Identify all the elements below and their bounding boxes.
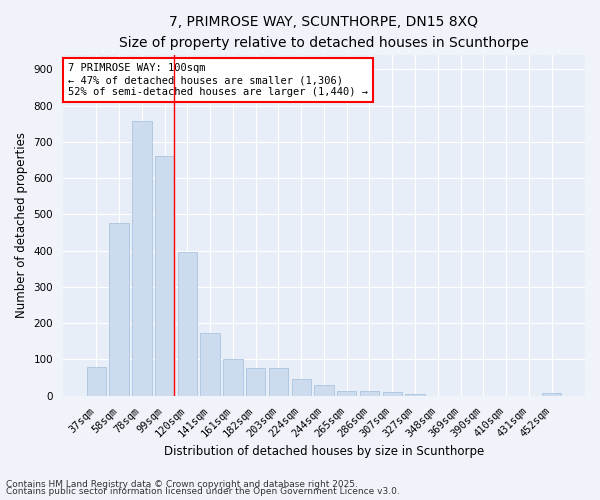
Bar	[383, 392, 402, 396]
Title: 7, PRIMROSE WAY, SCUNTHORPE, DN15 8XQ
Size of property relative to detached hous: 7, PRIMROSE WAY, SCUNTHORPE, DN15 8XQ Si…	[119, 15, 529, 50]
Bar	[200, 332, 220, 396]
Text: Contains HM Land Registry data © Crown copyright and database right 2025.: Contains HM Land Registry data © Crown c…	[6, 480, 358, 489]
Bar	[542, 393, 561, 396]
Bar	[406, 394, 425, 396]
Text: Contains public sector information licensed under the Open Government Licence v3: Contains public sector information licen…	[6, 487, 400, 496]
Bar	[109, 223, 129, 396]
Bar	[86, 368, 106, 396]
Y-axis label: Number of detached properties: Number of detached properties	[15, 132, 28, 318]
Bar	[178, 252, 197, 396]
Bar	[292, 380, 311, 396]
Text: 7 PRIMROSE WAY: 100sqm
← 47% of detached houses are smaller (1,306)
52% of semi-: 7 PRIMROSE WAY: 100sqm ← 47% of detached…	[68, 64, 368, 96]
Bar	[155, 156, 174, 396]
Bar	[360, 391, 379, 396]
Bar	[246, 368, 265, 396]
Bar	[314, 385, 334, 396]
Bar	[132, 122, 152, 396]
Bar	[337, 391, 356, 396]
Bar	[269, 368, 288, 396]
X-axis label: Distribution of detached houses by size in Scunthorpe: Distribution of detached houses by size …	[164, 444, 484, 458]
Bar	[223, 359, 242, 396]
